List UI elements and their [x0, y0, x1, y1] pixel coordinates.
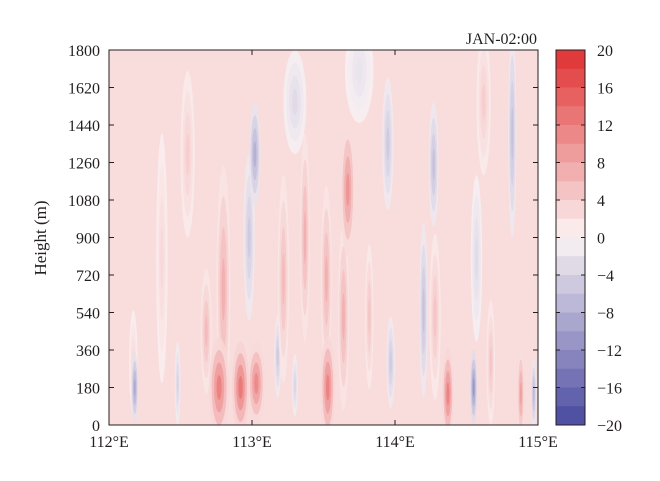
y-axis: 0 180 360 540 720 900 1080 1260 1440 1620 1800 — [68, 43, 538, 435]
colorbar-band — [556, 406, 585, 426]
y-tick-label: 1800 — [68, 43, 100, 60]
anomaly-contour — [433, 295, 437, 338]
colorbar-tick-label: 12 — [597, 118, 613, 135]
colorbar-tick-label: 4 — [597, 193, 605, 210]
y-tick-label: 1440 — [68, 118, 100, 135]
anomaly-contour — [532, 384, 535, 403]
anomaly-contour — [519, 382, 522, 406]
anomaly-contour — [247, 216, 251, 259]
colorbar-tick-label: −12 — [597, 343, 622, 360]
plot-area — [108, 49, 539, 426]
anomaly-contour — [160, 227, 164, 290]
y-tick-label: 540 — [76, 306, 100, 323]
colorbar-band — [556, 387, 585, 407]
anomaly-contour — [475, 237, 478, 280]
anomaly-contour — [432, 148, 435, 181]
anomaly-contour — [511, 107, 514, 160]
colorbar-tick-label: 20 — [597, 43, 613, 60]
anomaly-contour — [238, 376, 243, 399]
colorbar-band — [556, 125, 585, 145]
anomaly-contour — [254, 372, 259, 394]
colorbar-band — [556, 87, 585, 107]
colorbar-band — [556, 68, 585, 88]
anomaly-contour — [389, 351, 392, 374]
anomaly-contour — [204, 315, 208, 347]
colorbar-tick-label: −20 — [597, 418, 622, 435]
anomaly-contour — [472, 378, 475, 397]
colorbar-band — [556, 50, 585, 70]
colorbar-band — [556, 200, 585, 220]
y-tick-label: 180 — [76, 381, 100, 398]
anomaly-contour — [446, 382, 450, 406]
anomaly-contour — [386, 127, 390, 161]
colorbar-tick-label: 0 — [597, 231, 605, 248]
colorbar-band — [556, 181, 585, 201]
colorbar-tick-label: 8 — [597, 156, 605, 173]
x-tick-label: 114°E — [375, 434, 415, 451]
x-tick-label: 112°E — [89, 434, 129, 451]
colorbar-tick-label: 16 — [597, 81, 613, 98]
colorbar-band — [556, 331, 585, 351]
colorbar: 20 16 12 8 4 0 −4 −8 −12 −16 −20 — [555, 43, 622, 435]
y-tick-label: 720 — [76, 268, 100, 285]
colorbar-band — [556, 256, 585, 276]
y-tick-label: 1260 — [68, 156, 100, 173]
anomaly-contour — [282, 253, 285, 306]
anomaly-contour — [368, 298, 371, 335]
anomaly-contour — [185, 133, 190, 176]
colorbar-tick-label: −16 — [597, 381, 622, 398]
colorbar-band — [556, 237, 585, 257]
anomaly-contour — [481, 83, 486, 121]
anomaly-contour — [294, 377, 296, 394]
colorbar-band — [556, 162, 585, 182]
anomaly-contour — [324, 255, 328, 303]
colorbar-band — [556, 368, 585, 388]
anomaly-contour — [176, 372, 179, 394]
anomaly-contour — [133, 378, 136, 397]
colorbar-bands — [556, 50, 585, 426]
x-axis: 112°E 113°E 114°E 115°E — [89, 50, 558, 451]
anomaly-contour — [276, 345, 279, 367]
y-tick-label: 0 — [92, 418, 100, 435]
anomaly-contour — [221, 258, 226, 321]
anomaly-contour — [292, 89, 298, 116]
colorbar-band — [556, 106, 585, 126]
anomaly-contour — [216, 375, 222, 400]
colorbar-band — [556, 218, 585, 238]
colorbar-band — [556, 312, 585, 332]
colorbar-band — [556, 143, 585, 163]
anomaly-contour — [489, 346, 492, 379]
anomaly-contour — [253, 141, 257, 168]
y-tick-label: 900 — [76, 231, 100, 248]
x-tick-label: 115°E — [518, 434, 558, 451]
colorbar-band — [556, 293, 585, 313]
y-tick-label: 1080 — [68, 193, 100, 210]
colorbar-band — [556, 275, 585, 295]
colorbar-band — [556, 350, 585, 370]
anomaly-contour — [346, 172, 350, 207]
anomaly-contour — [342, 293, 345, 341]
y-axis-label: Height (m) — [31, 200, 50, 275]
anomaly-contour — [355, 57, 363, 84]
anomaly-contour — [303, 211, 307, 264]
anomaly-contour — [326, 374, 330, 401]
colorbar-tick-label: −4 — [597, 268, 614, 285]
y-tick-label: 1620 — [68, 81, 100, 98]
x-tick-label: 113°E — [232, 434, 272, 451]
anomaly-contour — [422, 288, 425, 333]
chart-title: JAN-02:00 — [466, 31, 537, 48]
colorbar-ticks: 20 16 12 8 4 0 −4 −8 −12 −16 −20 — [556, 43, 622, 435]
heatmap-field — [129, 50, 537, 425]
colorbar-tick-label: −8 — [597, 306, 614, 323]
y-tick-label: 360 — [76, 343, 100, 360]
